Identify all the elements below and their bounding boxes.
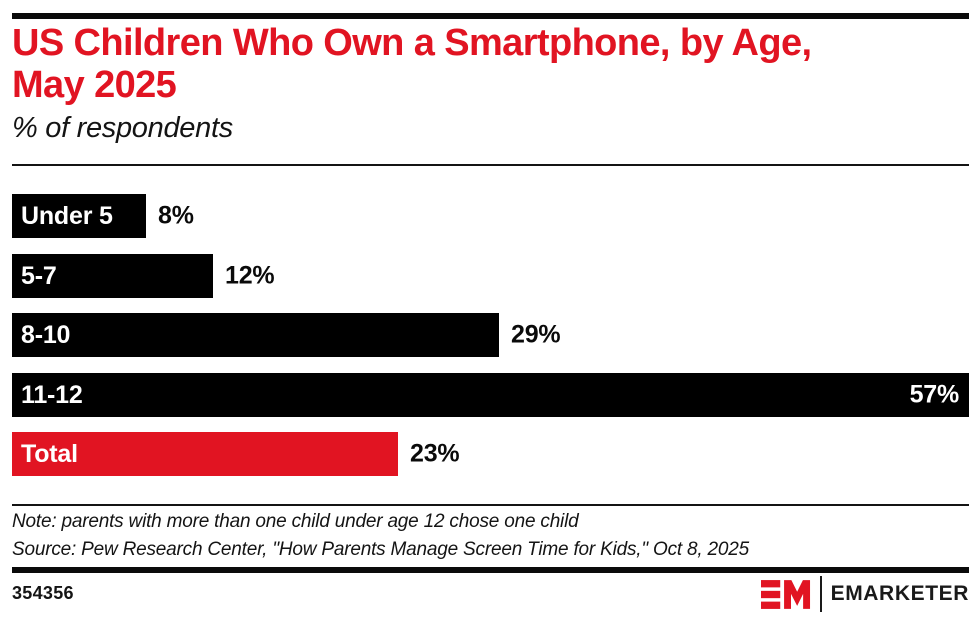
- footnote-divider: [12, 504, 969, 506]
- bar-row: 11-12 57%: [12, 373, 969, 417]
- bar-5-7: 5-7: [12, 254, 213, 298]
- note-text: Note: parents with more than one child u…: [12, 511, 579, 532]
- bar-value-label: 12%: [225, 261, 275, 290]
- bar-category-label: 11-12: [21, 380, 83, 409]
- bar-value-label: 57%: [909, 380, 960, 409]
- page-title: US Children Who Own a Smartphone, by Age…: [12, 22, 962, 106]
- footnotes: Note: parents with more than one child u…: [12, 508, 962, 564]
- page-title-line-2: May 2025: [12, 64, 177, 106]
- bar-total: Total: [12, 432, 398, 476]
- bar-11-12: 11-12 57%: [12, 373, 969, 417]
- emarketer-logo: EMARKETER: [760, 575, 969, 613]
- bar-value-label: 8%: [158, 201, 194, 230]
- bar-chart: 8% Under 5 12% 5-7 29% 8-10 11-12 57% 23% Total: [12, 194, 969, 476]
- chart-subtitle: % of respondents: [12, 112, 233, 144]
- page-title-line-1: US Children Who Own a Smartphone, by Age…: [12, 22, 812, 64]
- logo-divider: [819, 576, 822, 612]
- em-monogram-icon: [760, 579, 810, 609]
- bar-category-label: Total: [21, 439, 78, 468]
- bar-value-label: 23%: [410, 439, 460, 468]
- bar-category-label: 8-10: [21, 320, 71, 349]
- brand-wordmark: EMARKETER: [830, 582, 969, 605]
- bottom-rule: [12, 567, 969, 573]
- bar-row: 12% 5-7: [12, 254, 969, 298]
- header-divider: [12, 164, 969, 166]
- bar-row: 29% 8-10: [12, 313, 969, 357]
- bar-under-5: Under 5: [12, 194, 146, 238]
- source-text: Source: Pew Research Center, "How Parent…: [12, 539, 750, 560]
- bar-8-10: 8-10: [12, 313, 499, 357]
- bar-value-label: 29%: [511, 320, 561, 349]
- bar-row: 8% Under 5: [12, 194, 969, 238]
- bar-category-label: Under 5: [21, 201, 113, 230]
- bar-row: 23% Total: [12, 432, 969, 476]
- chart-id: 354356: [12, 583, 74, 603]
- top-rule: [12, 13, 969, 19]
- bar-category-label: 5-7: [21, 261, 57, 290]
